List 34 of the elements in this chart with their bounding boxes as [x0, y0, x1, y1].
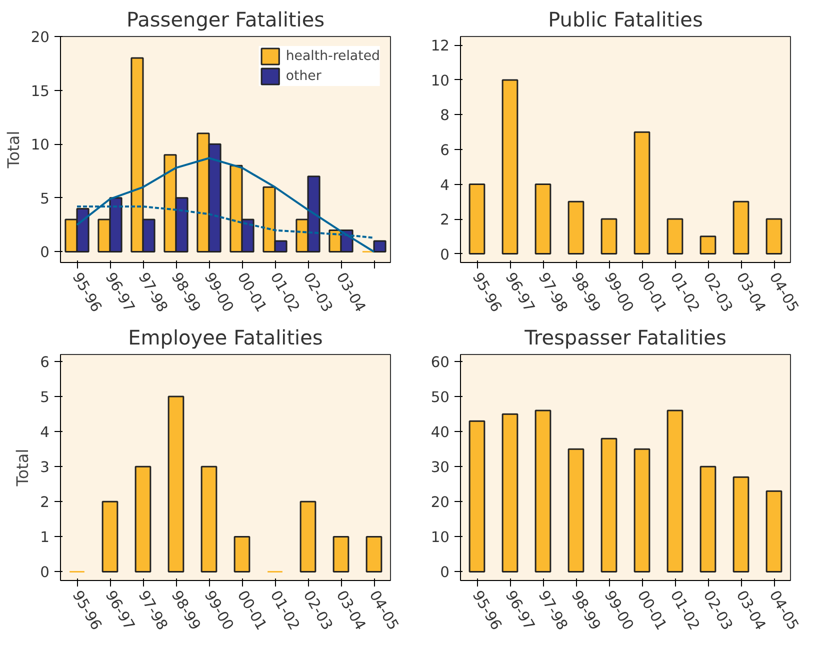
chart-title: Trespasser Fatalities [524, 326, 726, 350]
y-tick-label: 2 [40, 494, 50, 512]
y-tick-label: 60 [430, 354, 450, 372]
chart-title: Public Fatalities [548, 8, 703, 32]
y-tick-label: 10 [430, 529, 450, 546]
y-axis-title: Total [13, 448, 32, 488]
y-tick-label: 10 [30, 136, 50, 154]
y-tick-label: 3 [40, 459, 50, 476]
y-tick-label: 30 [430, 459, 450, 476]
y-tick-label: 1 [40, 529, 50, 546]
y-tick-label: 12 [430, 38, 450, 55]
y-tick-label: 0 [40, 564, 50, 582]
y-tick-label: 10 [430, 72, 450, 90]
y-tick-label: 5 [40, 190, 50, 208]
y-tick-label: 20 [430, 494, 450, 512]
y-tick-label: 5 [40, 389, 50, 406]
y-tick-label: 40 [430, 424, 450, 442]
legend-label: health-related [286, 48, 380, 64]
y-tick-label: 0 [440, 246, 450, 264]
y-tick-label: 6 [440, 142, 450, 159]
chart-title: Passenger Fatalities [126, 8, 325, 32]
y-tick-label: 15 [30, 82, 50, 100]
y-tick-label: 20 [30, 29, 50, 46]
y-tick-label: 8 [440, 107, 450, 124]
y-tick-label: 2 [440, 212, 450, 229]
y-axis-title: Total [4, 130, 23, 170]
y-tick-label: 4 [440, 176, 450, 194]
chart-title: Employee Fatalities [128, 326, 323, 350]
y-tick-label: 50 [430, 389, 450, 406]
legend-label: other [286, 68, 322, 84]
y-tick-label: 6 [40, 354, 50, 372]
y-tick-label: 0 [40, 244, 50, 262]
y-tick-label: 0 [440, 564, 450, 582]
y-tick-label: 4 [40, 424, 50, 442]
